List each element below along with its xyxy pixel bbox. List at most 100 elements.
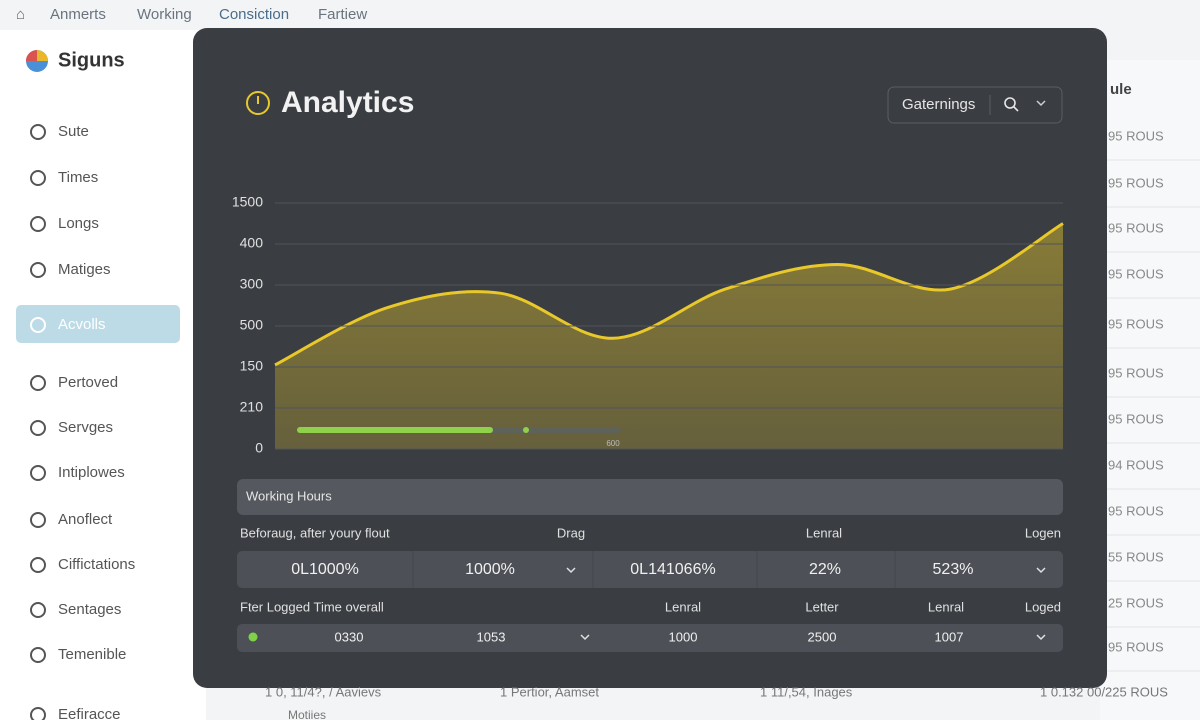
chevron — [1036, 100, 1046, 107]
row2-bar — [237, 624, 1063, 652]
item-icon — [30, 647, 46, 663]
cell: 0L141066% — [630, 561, 715, 578]
header: Logen — [1025, 525, 1061, 540]
y-tick-label: 500 — [240, 317, 264, 333]
home-icon: ⌂ — [16, 6, 25, 23]
y-tick-label: 150 — [240, 358, 264, 374]
selected-item[interactable] — [16, 305, 180, 343]
cell: 1000% — [465, 561, 515, 578]
cell: 1053 — [477, 629, 506, 644]
section-title: Working Hours — [246, 488, 332, 503]
sidebar-item[interactable]: Sute — [58, 123, 89, 140]
item-icon — [30, 602, 46, 618]
cell: 22% — [809, 561, 841, 578]
chevron[interactable] — [1036, 567, 1046, 574]
sidebar-item[interactable]: Sentages — [58, 601, 121, 618]
cell: 0330 — [335, 629, 364, 644]
slider-fill[interactable] — [297, 427, 493, 433]
column-header: ule — [1110, 81, 1132, 98]
section-bar — [237, 479, 1063, 515]
row1-bar — [237, 551, 1063, 588]
cell: 2500 — [808, 629, 837, 644]
item-icon — [30, 420, 46, 436]
area — [275, 223, 1063, 449]
sidebar-item[interactable]: Matiges — [58, 261, 111, 278]
column-value: 95 ROUS — [1108, 128, 1164, 143]
header: Lenral — [806, 525, 842, 540]
header: Letter — [805, 599, 839, 614]
column-value: 94 ROUS — [1108, 457, 1164, 472]
item-icon — [30, 317, 46, 333]
cell: 1000 — [669, 629, 698, 644]
slider-knob[interactable] — [523, 427, 529, 433]
footer-cell: 1 Pertior, Aamset — [500, 684, 599, 699]
dropdown[interactable] — [887, 86, 1063, 124]
y-tick-label: 0 — [255, 440, 263, 456]
column-value: 95 ROUS — [1108, 503, 1164, 518]
search-icon[interactable] — [1004, 97, 1016, 109]
chevron[interactable] — [580, 634, 590, 641]
item-icon — [30, 465, 46, 481]
slider-label: 600 — [606, 439, 620, 448]
y-tick-label: 300 — [240, 276, 264, 292]
footer-sub: Motiies — [288, 708, 326, 720]
right-column — [1100, 60, 1200, 720]
sidebar-item[interactable]: Intiplowes — [58, 464, 125, 481]
column-value: 95 ROUS — [1108, 316, 1164, 331]
item-icon — [30, 375, 46, 391]
tab[interactable]: Working — [137, 6, 192, 23]
cell: 523% — [933, 561, 974, 578]
sidebar-item[interactable]: Temenible — [58, 646, 126, 663]
sidebar-item[interactable]: Times — [58, 169, 98, 186]
item-icon — [30, 707, 46, 720]
header: Beforaug, after youry flout — [240, 525, 390, 540]
item-icon — [30, 170, 46, 186]
column-value: 95 ROUS — [1108, 411, 1164, 426]
footer-cell: 1 0, 11/4?, / Aavievs — [265, 684, 382, 699]
column-value: 95 ROUS — [1108, 175, 1164, 190]
item-icon — [30, 512, 46, 528]
column-value: 95 ROUS — [1108, 365, 1164, 380]
clock-icon — [246, 91, 270, 115]
brand-icon-part — [37, 50, 48, 61]
line — [274, 222, 1064, 367]
header: Lenral — [928, 599, 964, 614]
column-value: 25 ROUS — [1108, 595, 1164, 610]
chevron[interactable] — [566, 567, 576, 574]
cell: 0L1000% — [291, 561, 359, 578]
cell: 1007 — [935, 629, 964, 644]
sidebar-item[interactable]: Acvolls — [58, 316, 106, 333]
sidebar-item[interactable]: Longs — [58, 215, 99, 232]
footer-cell: 1 11/,54, Inages — [760, 684, 853, 699]
item-icon — [30, 262, 46, 278]
header: Lenral — [665, 599, 701, 614]
y-tick-label: 210 — [240, 399, 264, 415]
header: Loged — [1025, 599, 1061, 614]
sidebar-item[interactable]: Servges — [58, 419, 113, 436]
tab[interactable]: Fartiew — [318, 6, 367, 23]
sidebar-item[interactable]: Pertoved — [58, 374, 118, 391]
header: Fter Logged Time overall — [240, 599, 384, 614]
dropdown-label[interactable]: Gaternings — [902, 96, 975, 113]
tab[interactable]: Consiction — [219, 6, 289, 23]
sidebar-item[interactable]: Anoflect — [58, 511, 113, 528]
sidebar-item[interactable]: Eefiracce — [58, 706, 121, 720]
column-value: 55 ROUS — [1108, 549, 1164, 564]
brand: Siguns — [58, 49, 125, 71]
status-dot — [248, 632, 258, 642]
y-tick-label: 1500 — [232, 194, 263, 210]
brand-icon-part — [26, 50, 37, 61]
item-icon — [30, 124, 46, 140]
sidebar-item[interactable]: Ciffictations — [58, 556, 135, 573]
column-value: 95 ROUS — [1108, 639, 1164, 654]
y-tick-label: 400 — [240, 235, 264, 251]
item-icon — [30, 216, 46, 232]
item-icon — [30, 557, 46, 573]
tab[interactable]: Anmerts — [50, 6, 106, 23]
column-value: 95 ROUS — [1108, 266, 1164, 281]
header: Drag — [557, 525, 585, 540]
chevron[interactable] — [1036, 634, 1046, 641]
column-value: 95 ROUS — [1108, 220, 1164, 235]
search-handle — [1013, 106, 1019, 112]
